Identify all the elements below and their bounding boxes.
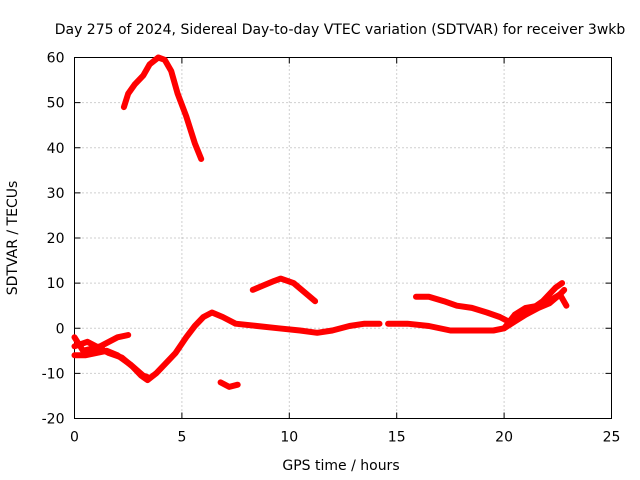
y-tick-label: 50	[47, 96, 65, 112]
y-tick-label: -10	[42, 366, 65, 382]
x-tick-label: 10	[280, 430, 298, 446]
x-tick-label: 20	[495, 430, 513, 446]
series-line-segment-4	[71, 347, 153, 381]
series-line-segment-3	[71, 309, 383, 384]
y-tick-label: 60	[47, 51, 65, 67]
y-axis-label: SDTVAR / TECUs	[5, 181, 21, 296]
x-tick-label: 15	[388, 430, 406, 446]
x-axis-label: GPS time / hours	[282, 458, 399, 474]
series-layer	[71, 54, 570, 390]
series-line-segment-1	[120, 54, 205, 162]
series-line-segment-9	[501, 291, 570, 332]
y-tick-label: 30	[47, 186, 65, 202]
y-tick-label: -20	[42, 412, 65, 428]
y-tick-label: 10	[47, 276, 65, 292]
x-tick-label: 5	[177, 430, 186, 446]
series-line-segment-5	[217, 379, 241, 390]
x-tick-label: 0	[70, 430, 79, 446]
chart-title: Day 275 of 2024, Sidereal Day-to-day VTE…	[55, 22, 626, 38]
x-tick-label: 25	[603, 430, 621, 446]
y-tick-label: 20	[47, 231, 65, 247]
y-tick-label: 40	[47, 141, 65, 157]
y-tick-label: 0	[56, 321, 65, 337]
grid-layer	[74, 57, 612, 419]
tick-layer: 0 5 10 15 20 25 -20 -10 0 10 20 30 40 50 60	[42, 51, 621, 446]
series-line-segment-6	[249, 275, 319, 305]
